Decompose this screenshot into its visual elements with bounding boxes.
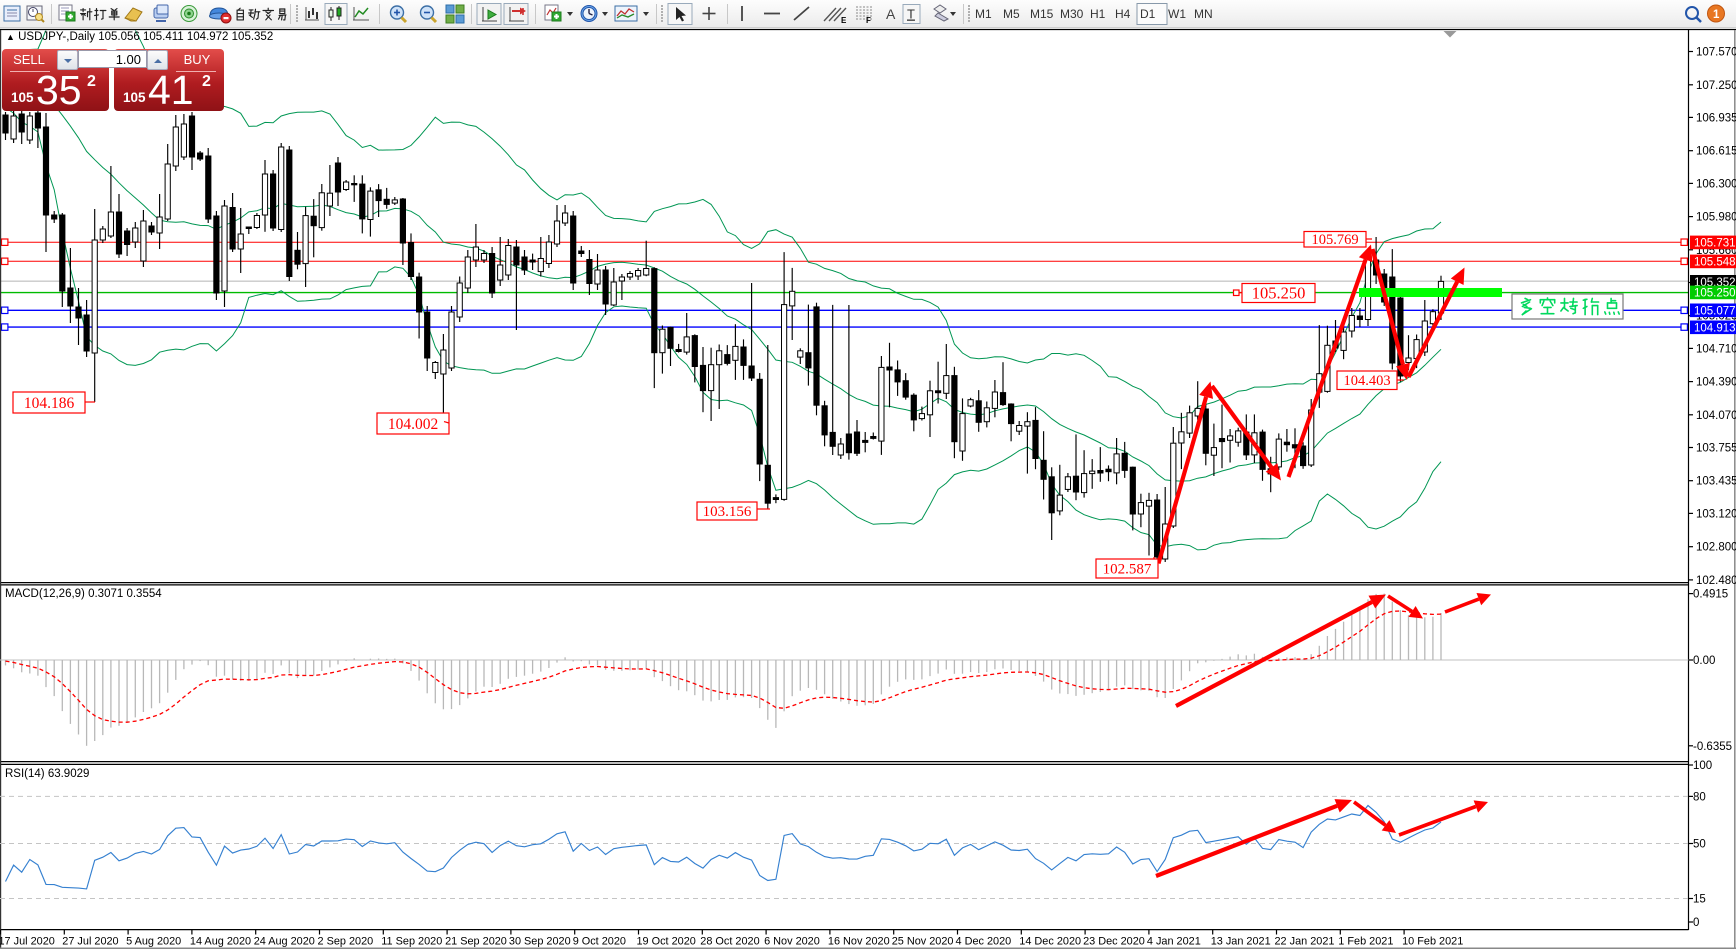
svg-text:24 Aug 2020: 24 Aug 2020 — [254, 936, 315, 948]
svg-text:105.980: 105.980 — [1696, 212, 1736, 224]
svg-text:10 Feb 2021: 10 Feb 2021 — [1402, 936, 1463, 948]
svg-text:104.710: 104.710 — [1696, 343, 1736, 355]
svg-text:2 Sep 2020: 2 Sep 2020 — [318, 936, 374, 948]
svg-text:17 Jul 2020: 17 Jul 2020 — [0, 936, 55, 948]
svg-text:E: E — [841, 16, 847, 25]
svg-text:14 Dec 2020: 14 Dec 2020 — [1019, 936, 1081, 948]
svg-text:104.913: 104.913 — [1694, 323, 1736, 335]
svg-text:103.156: 103.156 — [703, 504, 752, 520]
svg-text:50: 50 — [1693, 839, 1706, 851]
svg-text:MACD(12,26,9) 0.3071 0.3554: MACD(12,26,9) 0.3071 0.3554 — [5, 588, 162, 600]
svg-text:107.570: 107.570 — [1696, 47, 1736, 59]
svg-text:27 Jul 2020: 27 Jul 2020 — [62, 936, 118, 948]
svg-text:105.660: 105.660 — [1696, 245, 1736, 257]
svg-text:104.070: 104.070 — [1696, 410, 1736, 422]
svg-text:105.250: 105.250 — [1694, 288, 1736, 300]
svg-text:W1: W1 — [1168, 7, 1186, 21]
svg-text:80: 80 — [1693, 791, 1706, 803]
svg-text:4 Dec 2020: 4 Dec 2020 — [956, 936, 1012, 948]
svg-text:H1: H1 — [1090, 7, 1106, 21]
svg-text:28 Oct 2020: 28 Oct 2020 — [700, 936, 759, 948]
svg-text:106.935: 106.935 — [1696, 112, 1736, 124]
svg-text:102.587: 102.587 — [1103, 562, 1152, 578]
svg-text:105.250: 105.250 — [1252, 284, 1306, 303]
svg-text:100: 100 — [1693, 760, 1712, 772]
svg-text:104.390: 104.390 — [1696, 377, 1736, 389]
svg-text:H4: H4 — [1115, 7, 1131, 21]
svg-text:106.300: 106.300 — [1696, 178, 1736, 190]
svg-text:1: 1 — [1713, 9, 1720, 21]
svg-text:30 Sep 2020: 30 Sep 2020 — [509, 936, 571, 948]
svg-text:-0.6355: -0.6355 — [1693, 741, 1732, 753]
svg-text:0.00: 0.00 — [1693, 655, 1715, 667]
svg-text:0.4915: 0.4915 — [1693, 589, 1728, 601]
svg-text:M30: M30 — [1060, 7, 1084, 21]
svg-text:5 Aug 2020: 5 Aug 2020 — [126, 936, 181, 948]
svg-text:103.120: 103.120 — [1696, 508, 1736, 520]
svg-text:104.186: 104.186 — [24, 395, 75, 412]
svg-text:105.548: 105.548 — [1694, 257, 1736, 269]
svg-text:103.435: 103.435 — [1696, 476, 1736, 488]
svg-text:9 Oct 2020: 9 Oct 2020 — [573, 936, 626, 948]
svg-text:107.250: 107.250 — [1696, 80, 1736, 92]
svg-text:6 Nov 2020: 6 Nov 2020 — [764, 936, 820, 948]
svg-text:M1: M1 — [975, 7, 992, 21]
svg-text:16 Nov 2020: 16 Nov 2020 — [828, 936, 890, 948]
svg-text:RSI(14) 63.9029: RSI(14) 63.9029 — [5, 768, 89, 780]
svg-text:0: 0 — [1693, 917, 1699, 929]
svg-text:104.002: 104.002 — [388, 416, 438, 433]
svg-text:A: A — [886, 6, 896, 22]
svg-text:25 Nov 2020: 25 Nov 2020 — [892, 936, 954, 948]
svg-text:105.077: 105.077 — [1694, 306, 1736, 318]
svg-text:M15: M15 — [1030, 7, 1054, 21]
svg-text:22 Jan 2021: 22 Jan 2021 — [1275, 936, 1335, 948]
svg-text:106.615: 106.615 — [1696, 146, 1736, 158]
svg-text:1 Feb 2021: 1 Feb 2021 — [1338, 936, 1393, 948]
svg-text:105.731: 105.731 — [1694, 238, 1736, 250]
svg-text:11 Sep 2020: 11 Sep 2020 — [381, 936, 442, 948]
svg-text:103.755: 103.755 — [1696, 443, 1736, 455]
svg-text:D1: D1 — [1140, 7, 1156, 21]
svg-text:MN: MN — [1194, 7, 1213, 21]
svg-text:21 Sep 2020: 21 Sep 2020 — [445, 936, 507, 948]
svg-text:4 Jan 2021: 4 Jan 2021 — [1147, 936, 1201, 948]
svg-text:14 Aug 2020: 14 Aug 2020 — [190, 936, 251, 948]
svg-text:T: T — [907, 7, 915, 22]
svg-text:23 Dec 2020: 23 Dec 2020 — [1083, 936, 1145, 948]
svg-text:M5: M5 — [1003, 7, 1020, 21]
svg-text:102.800: 102.800 — [1696, 542, 1736, 554]
svg-text:105.769: 105.769 — [1311, 232, 1358, 248]
svg-text:13 Jan 2021: 13 Jan 2021 — [1211, 936, 1271, 948]
svg-text:F: F — [866, 16, 871, 25]
svg-text:102.480: 102.480 — [1696, 575, 1736, 587]
svg-text:19 Oct 2020: 19 Oct 2020 — [637, 936, 696, 948]
svg-text:104.403: 104.403 — [1343, 373, 1390, 389]
svg-text:15: 15 — [1693, 894, 1706, 906]
